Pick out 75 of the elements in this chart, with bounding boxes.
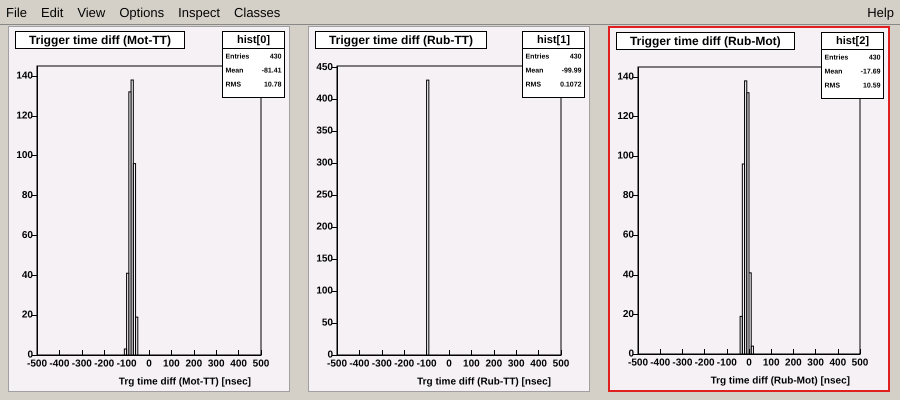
x-tick-label: -200 [94, 358, 115, 370]
text: Help [867, 4, 894, 20]
x-tick-label: -100 [716, 358, 738, 368]
text: hist[2] [836, 35, 870, 47]
y-tick-label: 450 [316, 62, 334, 73]
x-tick-label: -500 [628, 358, 648, 368]
text: Inspect [178, 4, 220, 20]
y-tick-label: 20 [22, 310, 34, 321]
x-tick-label: 400 [230, 358, 248, 370]
y-tick-label: 80 [622, 190, 634, 202]
text: hist[0] [237, 34, 270, 46]
x-tick-label: 0 [446, 358, 452, 370]
y-tick-label: 300 [316, 158, 334, 169]
x-tick-label: 200 [485, 358, 503, 370]
text: View [77, 4, 106, 20]
text: hist[1] [537, 34, 570, 46]
y-tick-label: 250 [316, 190, 334, 201]
y-tick-label: 120 [617, 110, 634, 122]
y-tick-label: 60 [622, 230, 634, 241]
x-tick-label: -200 [694, 358, 716, 368]
y-tick-label: 0 [327, 350, 334, 360]
x-tick-label: -100 [116, 358, 138, 370]
x-tick-label: -500 [26, 358, 48, 370]
y-tick-label: 20 [622, 308, 634, 320]
y-tick-label: 0 [628, 348, 634, 360]
chart-title: Trigger time diff (Mot-TT) [29, 33, 171, 47]
x-tick-label: -300 [672, 358, 693, 368]
y-tick-label: 40 [22, 270, 34, 281]
x-tick-label: 500 [552, 358, 570, 370]
x-tick-label: 300 [208, 358, 225, 370]
x-axis-title: Trg time diff (Rub-TT) [nsec] [417, 376, 551, 388]
x-tick-label: 300 [807, 358, 824, 368]
x-tick-label: -300 [72, 358, 92, 370]
text: Edit [40, 4, 64, 20]
x-tick-label: -400 [49, 358, 70, 370]
x-tick-label: 0 [746, 358, 752, 368]
y-tick-label: 40 [622, 269, 634, 280]
chart-title: Trigger time diff (Rub-Mot) [630, 34, 781, 48]
x-tick-label: -500 [326, 358, 348, 370]
x-tick-label: 100 [762, 358, 780, 368]
y-tick-label: 60 [22, 230, 34, 241]
y-tick-label: 200 [316, 222, 334, 233]
y-tick-label: 150 [316, 254, 334, 265]
y-tick-label: 350 [316, 126, 334, 137]
x-axis-title: Trg time diff (Rub-Mot) [nsec] [710, 376, 850, 386]
y-tick-label: 100 [617, 150, 634, 162]
x-tick-label: -100 [416, 358, 438, 370]
y-tick-label: 400 [316, 94, 334, 105]
x-tick-label: 500 [252, 358, 270, 370]
y-tick-label: 80 [22, 190, 34, 202]
x-axis-title: Trg time diff (Mot-TT) [nsec] [118, 376, 251, 388]
y-tick-label: 120 [16, 110, 34, 122]
text: Options [119, 4, 164, 20]
x-tick-label: -300 [372, 358, 392, 370]
y-tick-label: 100 [316, 286, 334, 297]
x-tick-label: -400 [349, 358, 370, 370]
x-tick-label: 100 [463, 358, 480, 370]
x-tick-label: 500 [852, 358, 869, 368]
x-tick-label: 0 [146, 358, 152, 370]
y-tick-label: 0 [27, 350, 34, 360]
x-tick-label: 200 [185, 358, 203, 370]
x-tick-label: 400 [530, 358, 548, 370]
text: Classes [234, 4, 280, 20]
x-tick-label: 200 [785, 358, 802, 368]
y-tick-label: 100 [16, 150, 34, 162]
x-tick-label: -400 [650, 358, 671, 368]
x-tick-label: 400 [829, 358, 847, 368]
y-tick-label: 140 [16, 70, 34, 82]
y-tick-label: 140 [617, 71, 634, 82]
x-tick-label: -200 [394, 358, 415, 370]
y-tick-label: 50 [322, 318, 334, 329]
chart-title: Trigger time diff (Rub-TT) [329, 33, 473, 47]
x-tick-label: 100 [163, 358, 180, 370]
x-tick-label: 300 [508, 358, 525, 370]
text: File [6, 4, 27, 20]
